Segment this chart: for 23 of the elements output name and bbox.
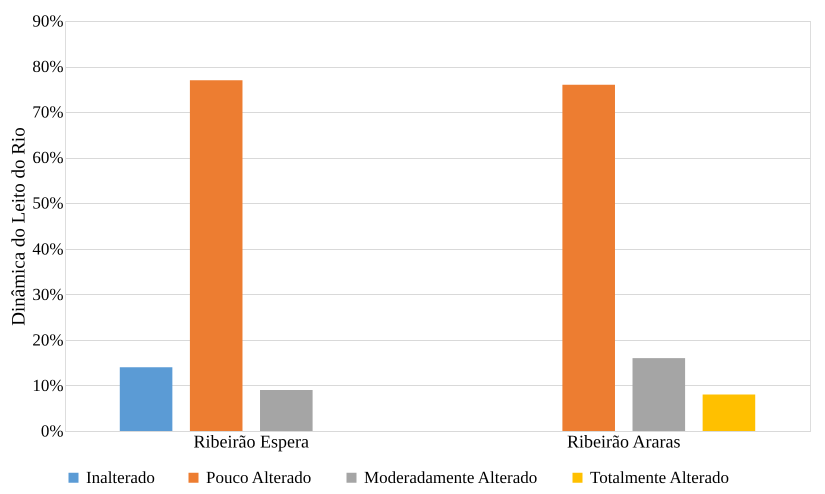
- y-tick-label: 10%: [32, 376, 64, 395]
- y-tick-label: 80%: [32, 57, 64, 76]
- y-tick-label: 30%: [32, 284, 64, 304]
- y-axis-title: Dinâmica do Leito do Rio: [8, 127, 30, 326]
- y-tick-label: 20%: [32, 330, 64, 350]
- legend-label: Pouco Alterado: [206, 468, 312, 487]
- bar: [190, 80, 242, 431]
- legend-label: Inalterado: [86, 468, 155, 487]
- bar: [702, 394, 756, 431]
- legend-label: Moderadamente Alterado: [364, 468, 538, 487]
- y-tick-label: 40%: [32, 239, 64, 258]
- y-tick-label: 50%: [32, 194, 64, 213]
- bar: [562, 84, 615, 431]
- y-tick-label: 90%: [32, 12, 64, 30]
- legend-label: Totalmente Alterado: [590, 468, 730, 487]
- x-tick-label: Ribeirão Espera: [194, 432, 309, 452]
- y-tick-label: 60%: [32, 148, 64, 168]
- bar: [632, 358, 686, 431]
- y-tick-label: 70%: [32, 102, 64, 122]
- x-tick-label: Ribeirão Araras: [567, 432, 680, 452]
- bar: [260, 390, 313, 431]
- y-tick-label: 0%: [40, 422, 64, 440]
- bar: [120, 367, 172, 431]
